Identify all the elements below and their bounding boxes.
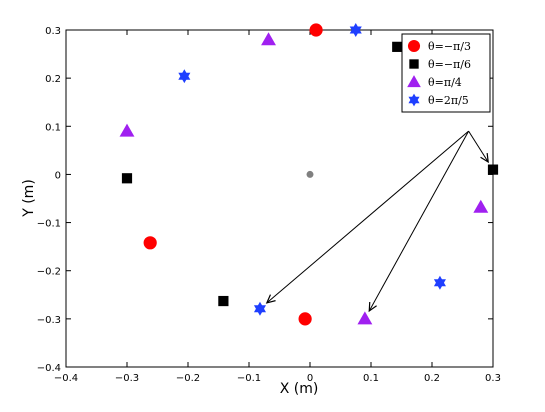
data-point [473, 199, 489, 213]
arrow-head [368, 301, 377, 313]
y-tick-label: 0.3 [45, 26, 61, 37]
data-point [121, 173, 133, 184]
legend-marker [407, 75, 421, 88]
x-tick-label: 0.3 [485, 373, 501, 384]
x-tick-label: −0.4 [54, 373, 78, 384]
arrow-head [480, 153, 489, 164]
data-point [433, 275, 446, 290]
legend-label: θ=−π/6 [428, 58, 471, 71]
center-point [306, 170, 314, 178]
legend-label: θ=π/4 [428, 76, 462, 89]
legend-label: θ=2π/5 [428, 94, 469, 107]
y-tick-label: 0.1 [45, 122, 61, 133]
arrow-shaft [368, 130, 470, 312]
data-point [392, 41, 403, 52]
y-tick-label: −0.2 [37, 267, 61, 278]
arrow [468, 130, 489, 164]
data-point [349, 23, 362, 37]
legend: θ=−π/3 θ=−π/6 θ=π/4 θ=2π/5 [401, 33, 491, 113]
x-tick-label: 0.2 [424, 373, 440, 384]
y-tick-label: 0 [55, 170, 61, 181]
x-tick-label: −0.2 [176, 373, 200, 384]
star-lower-triangle [178, 72, 191, 84]
data-point [357, 311, 373, 325]
star-lower-triangle [433, 279, 446, 290]
y-tick-label: 0.2 [45, 74, 61, 85]
legend-marker [408, 93, 420, 107]
legend-label: θ=−π/3 [428, 40, 471, 53]
data-point [261, 32, 276, 46]
x-axis-ticks: −0.4 −0.3 −0.2 −0.1 0 0.1 0.2 0.3 [54, 30, 501, 384]
data-point [218, 295, 229, 307]
x-tick-label: −0.1 [237, 373, 261, 384]
arrow-shaft [266, 130, 469, 304]
y-tick-label: −0.1 [37, 219, 61, 230]
data-point [298, 312, 312, 326]
y-tick-label: −0.4 [37, 363, 61, 374]
arrows [265, 130, 489, 313]
data-point [119, 123, 135, 137]
data-point [143, 236, 157, 250]
star-lower-triangle [408, 96, 420, 107]
star-lower-triangle [349, 26, 362, 37]
y-tick-label: −0.3 [37, 315, 61, 326]
data-point [178, 69, 191, 84]
data-point [253, 301, 267, 316]
x-axis-label: X (m) [280, 381, 319, 397]
y-axis-label: Y (m) [21, 179, 37, 218]
arrow-head [265, 294, 276, 304]
legend-marker [409, 59, 419, 69]
data-points [119, 23, 499, 326]
arrow [368, 130, 470, 313]
x-tick-label: −0.3 [115, 373, 139, 384]
data-point [309, 23, 323, 37]
arrow-shaft [468, 130, 489, 163]
arrow [265, 130, 469, 304]
star-lower-triangle [253, 305, 267, 316]
data-point [487, 164, 499, 175]
x-tick-label: 0.1 [363, 373, 379, 384]
legend-marker [407, 39, 421, 53]
x-tick-label: 0 [307, 373, 313, 384]
